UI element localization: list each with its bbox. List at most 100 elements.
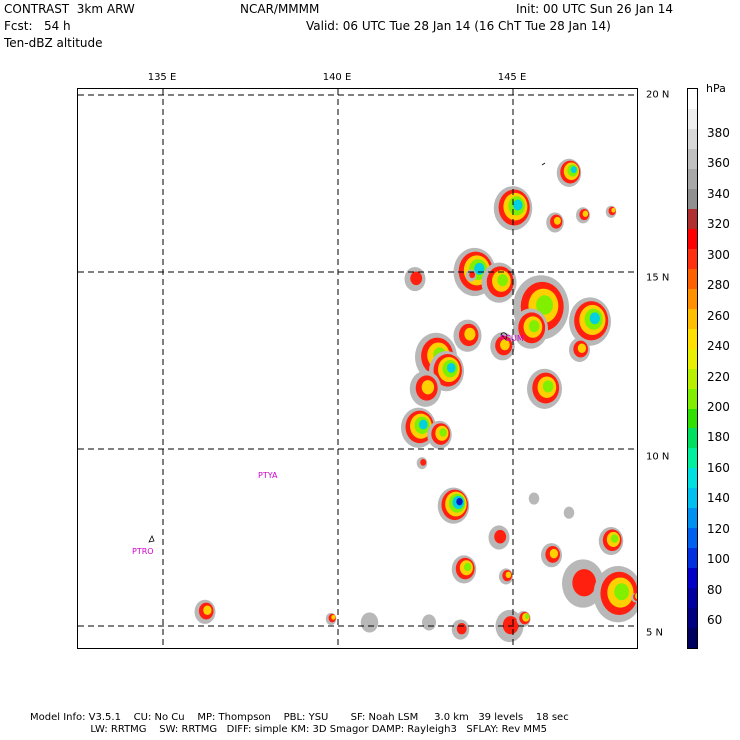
colorbar-segment	[688, 468, 697, 489]
lon-label-140: 140 E	[322, 72, 352, 83]
radar-echo	[576, 207, 590, 224]
colorbar-segment	[688, 408, 697, 429]
radar-echo	[360, 612, 379, 633]
colorbar-segment	[688, 508, 697, 529]
colorbar	[687, 88, 698, 649]
echo-level	[469, 271, 476, 279]
echo-level	[611, 207, 616, 213]
radar-echo	[528, 492, 540, 505]
radar-echo	[605, 205, 617, 218]
radar-echo	[593, 565, 637, 623]
lat-label-10: 10 N	[646, 451, 670, 463]
colorbar-segment	[688, 248, 697, 269]
radar-echo	[325, 612, 337, 625]
colorbar-segment	[688, 548, 697, 569]
radar-echo	[416, 457, 428, 470]
radar-echo	[490, 332, 515, 361]
lat-label-15: 15 N	[646, 272, 670, 284]
colorbar-segment	[688, 388, 697, 409]
colorbar-segment	[688, 368, 697, 389]
colorbar-segment	[688, 148, 697, 169]
radar-echo	[516, 610, 531, 627]
radar-echo	[499, 568, 513, 585]
model-info-line-1: Model Info: V3.5.1 CU: No Cu MP: Thompso…	[30, 712, 569, 723]
radar-echo	[493, 186, 533, 231]
echo-level	[419, 419, 428, 430]
coastlines	[148, 162, 546, 543]
echo-level	[524, 614, 530, 619]
radar-echo	[451, 555, 477, 584]
echo-level	[456, 497, 463, 506]
radar-echo	[194, 599, 216, 624]
colorbar-segment	[688, 328, 697, 349]
radar-echo	[488, 525, 510, 550]
echo-level	[589, 312, 600, 325]
echo-level	[563, 506, 575, 519]
radar-echo	[481, 262, 517, 303]
radar-echo	[527, 368, 562, 409]
colorbar-segment	[688, 188, 697, 209]
colorbar-segment	[688, 628, 697, 649]
echo-level	[570, 166, 577, 174]
model-title: CONTRAST 3km ARW	[4, 2, 135, 16]
echo-level	[464, 327, 476, 341]
echo-level	[410, 271, 423, 286]
colorbar-tick-label: 220	[707, 369, 730, 384]
colorbar-segment	[688, 528, 697, 549]
station-label-ptya: PTYA	[258, 471, 278, 480]
colorbar-segment	[688, 448, 697, 469]
colorbar-tick-label: 120	[707, 521, 730, 536]
echo-level	[422, 614, 436, 631]
map-canvas	[78, 89, 637, 648]
colorbar-tick-label: 140	[707, 491, 730, 506]
radar-echo	[427, 420, 452, 449]
echo-level	[331, 614, 336, 620]
radar-echo	[569, 297, 611, 346]
echo-level	[610, 534, 619, 543]
colorbar-segment	[688, 568, 697, 589]
echo-layer	[194, 158, 637, 643]
colorbar-segment	[688, 288, 697, 309]
echo-level	[420, 458, 427, 466]
colorbar-segment	[688, 128, 697, 149]
echo-level	[553, 216, 561, 225]
radar-echo	[546, 212, 564, 233]
colorbar-tick-label: 380	[707, 126, 730, 140]
model-info-line-2: LW: RRTMG SW: RRTMG DIFF: simple KM: 3D …	[30, 724, 548, 735]
echo-level	[463, 562, 472, 572]
echo-level	[536, 295, 554, 315]
radar-echo	[563, 506, 575, 519]
station-label-pgum: PGUM	[500, 334, 524, 343]
echo-level	[497, 274, 508, 287]
echo-level	[577, 343, 587, 354]
colorbar-tick-label: 260	[707, 308, 730, 323]
radar-echo	[598, 526, 624, 556]
echo-level	[505, 571, 512, 579]
radar-echo	[451, 619, 470, 640]
echo-level	[582, 210, 589, 217]
colorbar-segment	[688, 308, 697, 329]
echo-level	[203, 605, 212, 615]
island-outline	[541, 162, 546, 166]
echo-level	[500, 339, 510, 351]
colorbar-segment	[688, 108, 697, 129]
echo-level	[528, 320, 540, 333]
radar-echo	[437, 487, 470, 524]
colorbar-segment	[688, 348, 697, 369]
colorbar-tick-label: 100	[707, 552, 730, 567]
echo-level	[542, 380, 554, 393]
colorbar-segment	[688, 168, 697, 189]
grid-lines	[78, 89, 637, 648]
radar-echo	[556, 158, 582, 187]
island-outline	[148, 535, 155, 543]
radar-echo	[422, 614, 436, 631]
radar-echo	[453, 319, 482, 352]
colorbar-tick-label: 80	[707, 582, 723, 597]
lat-label-5: 5 N	[646, 627, 664, 639]
echo-level	[447, 362, 456, 373]
colorbar-segment	[688, 268, 697, 289]
radar-echo	[569, 337, 590, 362]
echo-level	[614, 583, 630, 601]
colorbar-segment	[688, 89, 697, 109]
echo-level	[572, 569, 597, 597]
